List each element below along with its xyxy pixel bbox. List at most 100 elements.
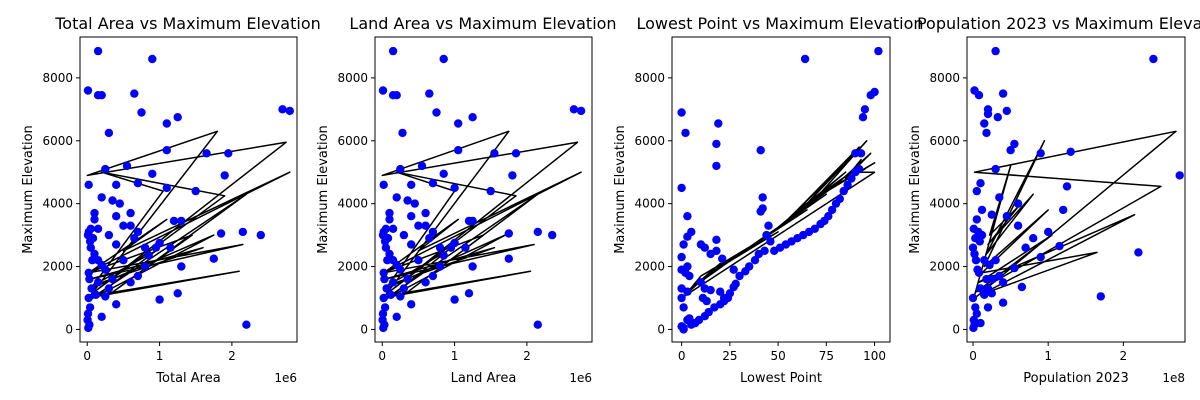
data-point [1029,234,1038,243]
x-axis-label: Population 2023 [1023,371,1129,386]
data-point [84,293,93,303]
data-point [1036,149,1045,158]
data-point [712,235,721,244]
x-axis-label: Lowest Point [740,371,822,386]
series-line [381,130,582,302]
x-axis-multiplier: 1e8 [1162,371,1185,385]
data-point [85,274,94,284]
x-tick-label: 2 [1120,349,1128,363]
data-point [101,164,110,174]
data-point [407,180,416,189]
data-point [679,303,688,312]
data-point [464,289,474,298]
data-point [1010,139,1019,149]
data-point [414,256,423,265]
data-point [706,285,715,295]
data-point [93,46,103,56]
data-point [137,108,146,117]
data-point [533,227,542,237]
data-point [712,139,721,149]
data-point [386,290,396,299]
subplot-3: 0 25 50 75 100 0 2000 4000 6000 8000 Lowest Point M… [613,14,924,386]
data-point [209,254,218,263]
subplot-2: 0 1 2 0 2000 4000 6000 8000 1e6 Land Area Maximum … [316,14,617,386]
data-point [97,193,106,202]
data-point [858,113,868,122]
data-point [847,174,856,183]
data-point [148,169,157,178]
data-point [735,271,744,281]
x-tick-label: 50 [770,349,785,363]
data-point [84,268,93,277]
data-point [993,113,1002,122]
y-tick-label: 4000 [634,197,665,211]
data-point [379,268,388,277]
data-point [972,186,981,196]
data-point [490,149,499,158]
data-point [754,249,763,259]
data-point [380,303,390,312]
y-tick-label: 8000 [929,71,960,85]
x-axis-label: Land Area [451,371,517,386]
data-point [461,243,470,252]
data-point [843,180,852,189]
x-tick-label: 0 [378,349,386,363]
data-point [969,323,978,333]
data-point [399,230,409,240]
data-point [278,105,287,114]
y-tick-label: 6000 [42,134,73,148]
data-point [1066,147,1075,156]
data-point [683,287,692,296]
data-point [108,196,117,205]
x-tick-label: 0 [83,349,91,363]
data-point [392,260,401,270]
data-point [679,240,688,249]
data-point [741,267,750,276]
data-point [758,204,767,213]
data-point [756,146,765,155]
data-point [504,229,513,238]
data-point [155,238,164,248]
data-point [1002,212,1011,221]
data-point [421,208,430,218]
data-point [685,314,694,323]
data-point [385,208,394,218]
plot-area [677,46,883,334]
plot-area [83,46,294,333]
data-point [173,289,182,298]
data-point [104,128,114,138]
y-axis-label: Maximum Elevation [21,125,36,254]
data-point [428,179,438,188]
data-point [991,46,1000,56]
data-point [224,149,233,158]
data-point [976,284,985,293]
data-point [379,293,388,303]
data-point [379,180,388,189]
data-point [758,193,767,202]
data-point [576,106,586,116]
x-axis-multiplier: 1e6 [569,371,592,385]
data-point [379,323,388,333]
y-tick-label: 4000 [42,197,73,211]
data-point [238,227,247,237]
data-point [407,240,416,249]
data-point [827,205,837,215]
data-point [122,161,132,171]
data-point [998,278,1008,287]
subplot-1: 0 1 2 0 2000 4000 6000 8000 1e6 Total Area Maximum… [21,14,321,386]
data-point [1096,292,1106,301]
data-point [133,227,143,237]
data-point [766,237,775,246]
x-tick-label: 0 [678,349,686,363]
data-point [988,274,997,284]
data-point [108,274,117,284]
data-point [140,243,150,252]
data-point [683,212,692,221]
data-point [870,87,879,97]
x-tick-label: 75 [819,349,834,363]
data-point [392,312,401,321]
axes-frame [79,36,298,343]
data-point [173,113,182,122]
chart-title: Population 2023 vs Maximum Elevation [917,14,1200,33]
data-point [975,237,984,246]
